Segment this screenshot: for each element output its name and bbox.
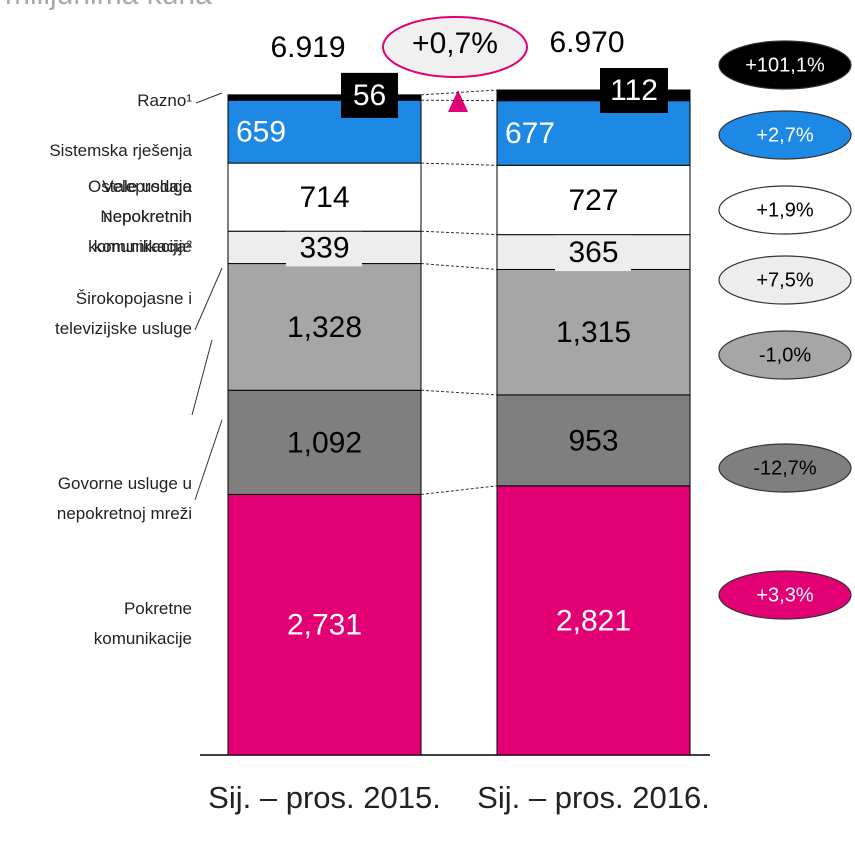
bar-segment	[496, 89, 691, 102]
data-label: 659	[236, 116, 286, 149]
change-badge	[718, 110, 852, 160]
change-label: +1,9%	[756, 199, 813, 221]
bar-segment	[227, 493, 422, 756]
change-label: +101,1%	[745, 54, 825, 76]
series-label: Ostale usluge Nepokretnih komunikacija²	[88, 177, 192, 256]
series-label: Širokopojasne i televizijske usluge	[55, 289, 192, 338]
data-label: 714	[299, 181, 349, 214]
change-badge	[718, 185, 852, 235]
change-label: +2,7%	[756, 124, 813, 146]
data-label: 677	[505, 117, 555, 150]
bar-segment	[496, 268, 691, 396]
change-label: -12,7%	[753, 457, 817, 479]
total-change-label: +0,7%	[412, 27, 498, 60]
change-badge	[718, 255, 852, 305]
label-box	[600, 68, 668, 113]
series-label: Razno¹	[137, 91, 192, 110]
change-label: +3,3%	[756, 584, 813, 606]
label-box	[555, 235, 631, 272]
series-label: Sistemska rješenja	[49, 141, 192, 160]
change-badge	[718, 443, 852, 493]
connector	[420, 162, 498, 166]
data-label: 727	[568, 184, 618, 217]
connector	[420, 230, 498, 236]
change-label: +7,5%	[756, 269, 813, 291]
connector	[420, 89, 498, 96]
series-label: Govorne usluge u nepokretnoj mreži	[57, 474, 192, 523]
data-label: 112	[610, 74, 658, 107]
total-change-badge	[382, 16, 528, 78]
bar-segment	[496, 485, 691, 756]
series-label: Pokretne komunikacije	[94, 599, 192, 648]
arrow	[448, 90, 468, 112]
bar-segment	[496, 164, 691, 236]
label-box	[286, 230, 362, 267]
label-box	[341, 72, 398, 118]
data-label: 365	[568, 236, 618, 269]
x-tick-label: Sij. – pros. 2016.	[477, 780, 710, 815]
total-label: 6.919	[270, 31, 345, 64]
leader-lines	[191, 92, 223, 501]
connector	[420, 389, 498, 396]
change-badge	[718, 570, 852, 620]
data-label: 1,092	[287, 426, 362, 459]
data-label: 2,821	[556, 604, 631, 637]
x-tick-label: Sij. – pros. 2015.	[208, 780, 441, 815]
bar-segment	[227, 263, 422, 391]
change-badge	[718, 330, 852, 380]
change-label: -1,0%	[759, 344, 811, 366]
data-label: 2,731	[287, 609, 362, 642]
series-label: Veleprodaja nepokretnih komunikacije	[94, 177, 193, 256]
bar-segment	[496, 394, 691, 487]
connector	[420, 263, 498, 270]
bar-segment	[227, 94, 422, 101]
subtitle: u milijunima kuna	[0, 0, 212, 11]
data-label: 1,315	[556, 316, 631, 349]
connector	[420, 485, 498, 495]
change-badge	[718, 40, 852, 90]
data-label: 56	[353, 79, 386, 112]
data-label: 339	[299, 231, 349, 264]
data-label: 953	[568, 424, 618, 457]
data-label: 1,328	[287, 311, 362, 344]
total-label: 6.970	[549, 26, 624, 59]
